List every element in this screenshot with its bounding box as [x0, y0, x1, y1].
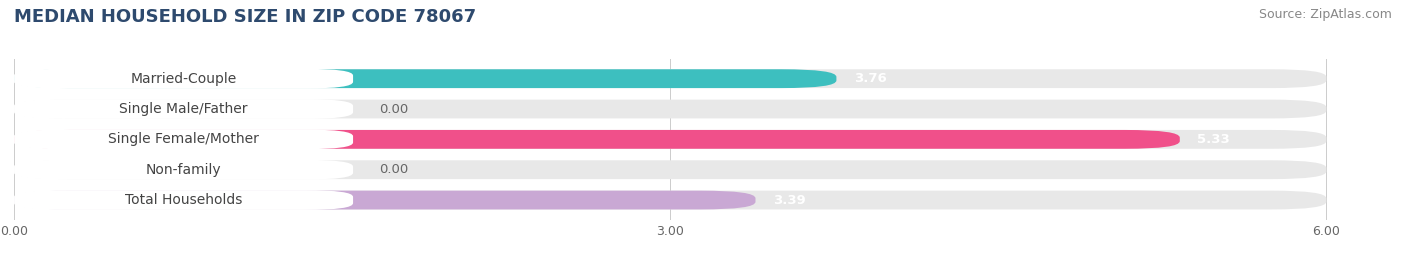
FancyBboxPatch shape — [14, 160, 353, 180]
FancyBboxPatch shape — [14, 129, 353, 149]
FancyBboxPatch shape — [14, 160, 1326, 179]
FancyBboxPatch shape — [14, 191, 755, 210]
FancyBboxPatch shape — [14, 100, 1326, 118]
Text: Single Female/Mother: Single Female/Mother — [108, 132, 259, 146]
Text: 5.33: 5.33 — [1198, 133, 1230, 146]
FancyBboxPatch shape — [14, 69, 837, 88]
FancyBboxPatch shape — [14, 130, 1326, 149]
FancyBboxPatch shape — [14, 69, 1326, 88]
FancyBboxPatch shape — [14, 99, 353, 119]
Text: 0.00: 0.00 — [380, 103, 409, 116]
Text: Total Households: Total Households — [125, 193, 242, 207]
FancyBboxPatch shape — [14, 69, 353, 88]
Text: 0.00: 0.00 — [380, 163, 409, 176]
Text: 3.39: 3.39 — [773, 193, 806, 207]
Text: Source: ZipAtlas.com: Source: ZipAtlas.com — [1258, 8, 1392, 21]
Text: Married-Couple: Married-Couple — [131, 72, 236, 86]
Text: MEDIAN HOUSEHOLD SIZE IN ZIP CODE 78067: MEDIAN HOUSEHOLD SIZE IN ZIP CODE 78067 — [14, 8, 477, 26]
Text: Non-family: Non-family — [146, 163, 221, 177]
FancyBboxPatch shape — [14, 130, 1180, 149]
Text: Single Male/Father: Single Male/Father — [120, 102, 247, 116]
Text: 3.76: 3.76 — [853, 72, 887, 85]
FancyBboxPatch shape — [14, 191, 1326, 210]
FancyBboxPatch shape — [14, 190, 353, 210]
